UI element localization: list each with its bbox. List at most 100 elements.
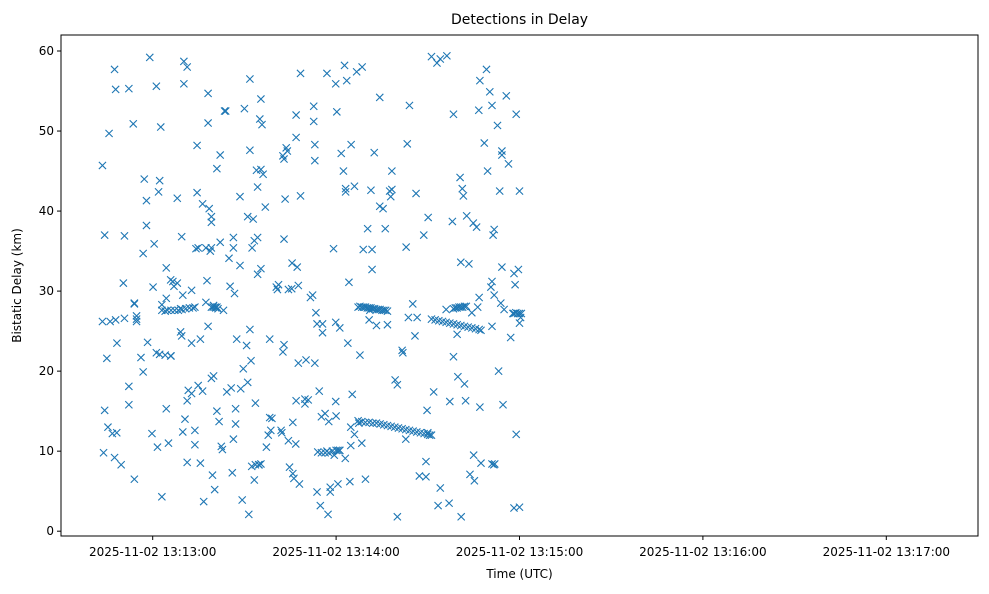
detection-marker xyxy=(460,302,469,311)
detection-marker xyxy=(310,156,319,165)
detection-marker xyxy=(408,299,417,308)
detection-marker xyxy=(207,243,216,252)
x-tick-label: 2025-11-02 13:17:00 xyxy=(823,545,950,559)
detection-marker xyxy=(483,167,492,176)
detection-marker xyxy=(401,435,410,444)
detection-marker xyxy=(142,221,151,230)
detection-marker xyxy=(155,350,164,359)
detection-marker xyxy=(453,372,462,381)
detection-marker xyxy=(102,354,111,363)
detection-marker xyxy=(485,87,494,96)
detection-marker xyxy=(142,196,151,205)
detection-marker xyxy=(331,397,340,406)
detection-marker xyxy=(333,446,342,455)
detection-marker xyxy=(445,499,454,508)
detection-marker xyxy=(130,299,139,308)
detection-marker xyxy=(265,413,274,422)
detection-marker xyxy=(372,321,381,330)
detection-marker xyxy=(183,458,192,467)
detection-marker xyxy=(149,283,158,292)
detection-marker xyxy=(163,306,172,315)
detection-marker xyxy=(475,325,484,334)
detection-marker xyxy=(253,183,262,192)
detection-marker xyxy=(474,106,483,115)
detection-marker xyxy=(332,411,341,420)
detection-marker xyxy=(216,238,225,247)
detection-marker xyxy=(458,184,467,193)
detection-marker xyxy=(375,202,384,211)
detection-marker xyxy=(221,107,230,116)
detection-marker xyxy=(346,423,355,432)
detection-marker xyxy=(310,359,319,368)
detection-marker xyxy=(292,111,301,120)
detection-marker xyxy=(147,429,156,438)
detection-marker xyxy=(199,497,208,506)
detection-marker xyxy=(120,314,129,323)
detection-marker xyxy=(488,459,496,468)
detection-marker xyxy=(499,400,507,409)
detection-marker xyxy=(490,459,499,468)
detection-marker xyxy=(341,184,350,193)
detection-marker xyxy=(375,93,384,102)
detection-marker xyxy=(311,308,320,317)
detection-marker xyxy=(98,317,107,326)
detection-marker xyxy=(132,311,141,320)
detection-marker xyxy=(427,431,436,440)
y-axis-ticks: 0 10 20 30 40 50 60 xyxy=(39,44,61,538)
detection-marker xyxy=(405,101,414,110)
detection-marker xyxy=(358,63,367,72)
detection-marker xyxy=(218,445,227,454)
detection-marker xyxy=(204,322,213,331)
detection-marker xyxy=(456,173,465,182)
detection-marker xyxy=(490,225,499,234)
detection-marker xyxy=(288,259,297,268)
detection-marker xyxy=(347,140,356,149)
detection-marker xyxy=(253,233,262,242)
detection-marker xyxy=(383,307,392,316)
detection-marker xyxy=(321,409,330,418)
detection-marker xyxy=(464,259,473,268)
detection-marker xyxy=(436,55,445,63)
detection-marker xyxy=(244,510,253,519)
detection-marker xyxy=(100,231,109,240)
detection-marker xyxy=(476,459,485,468)
detection-marker xyxy=(208,471,217,480)
detection-marker xyxy=(462,211,471,220)
detection-marker xyxy=(335,323,344,332)
detection-marker xyxy=(493,121,502,130)
detection-marker xyxy=(284,436,293,445)
detection-marker xyxy=(425,431,434,440)
detection-marker xyxy=(120,231,129,240)
detection-marker xyxy=(357,439,366,448)
detection-marker xyxy=(355,351,364,360)
detection-marker xyxy=(294,281,303,290)
detection-marker xyxy=(460,379,469,388)
detection-marker xyxy=(391,375,400,384)
detection-marker xyxy=(308,291,317,300)
detection-marker xyxy=(202,276,211,285)
detection-marker xyxy=(196,335,205,344)
detection-marker xyxy=(232,335,241,344)
detection-marker xyxy=(515,187,524,196)
detection-marker xyxy=(318,319,327,328)
detection-marker xyxy=(404,313,413,322)
detection-marker xyxy=(387,185,396,194)
detection-marker xyxy=(512,430,521,439)
detection-marker xyxy=(242,341,251,350)
detection-marker xyxy=(277,428,286,437)
detection-marker xyxy=(366,186,375,195)
detection-marker xyxy=(198,199,207,208)
detection-marker xyxy=(470,476,479,485)
detection-marker xyxy=(475,293,484,302)
detection-marker xyxy=(326,487,335,496)
detection-marker xyxy=(332,107,341,116)
detection-marker xyxy=(361,475,370,484)
x-axis-label: Time (UTC) xyxy=(485,567,552,581)
detection-marker xyxy=(106,317,115,326)
detection-marker xyxy=(429,387,438,396)
detection-marker xyxy=(488,322,496,331)
detection-marker xyxy=(240,104,249,113)
detection-marker xyxy=(339,167,348,176)
detection-marker xyxy=(180,415,189,424)
detection-marker xyxy=(145,53,154,62)
